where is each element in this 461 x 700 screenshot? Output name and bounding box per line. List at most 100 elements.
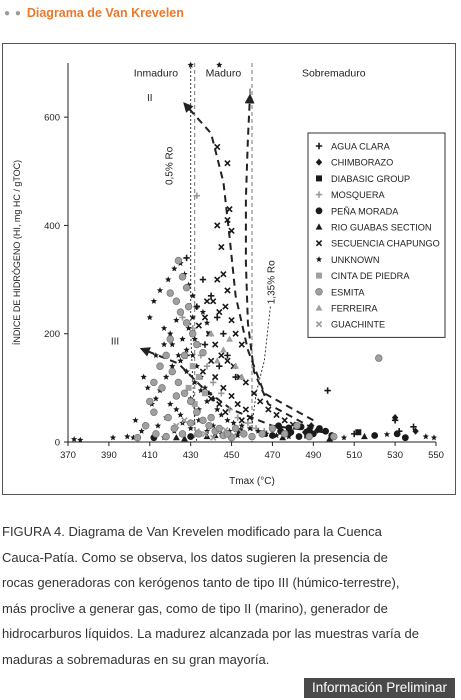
data-point xyxy=(167,400,174,407)
series-esmita xyxy=(133,256,383,442)
data-point xyxy=(174,256,183,265)
legend-box xyxy=(307,132,446,338)
legend-label: DIABASIC GROUP xyxy=(331,174,410,184)
maturity-zone-label: Inmaduro xyxy=(134,68,179,80)
data-point xyxy=(175,352,182,358)
data-point xyxy=(285,433,292,440)
data-point xyxy=(195,322,203,329)
data-point xyxy=(184,302,193,311)
data-point xyxy=(316,425,323,432)
data-point xyxy=(189,314,196,321)
data-point xyxy=(214,143,221,151)
caption-line: Cauca-Patía. Como se observa, los datos … xyxy=(2,549,388,565)
data-point xyxy=(224,287,231,294)
data-point xyxy=(216,308,223,316)
data-point xyxy=(228,227,235,235)
x-tick-label: 510 xyxy=(346,450,362,461)
data-point xyxy=(174,378,183,387)
data-point xyxy=(203,298,211,305)
data-point xyxy=(214,406,221,413)
data-point xyxy=(210,395,217,402)
data-point xyxy=(234,432,241,439)
y-tick-label: 200 xyxy=(44,329,60,340)
data-point xyxy=(238,422,245,429)
data-point xyxy=(430,434,438,441)
data-point xyxy=(248,432,256,441)
data-point xyxy=(173,316,180,323)
data-point xyxy=(199,368,207,375)
data-point xyxy=(226,335,233,342)
data-point xyxy=(162,351,170,360)
data-point xyxy=(231,424,240,433)
data-point xyxy=(242,406,250,413)
data-point xyxy=(189,292,196,299)
data-point xyxy=(161,325,168,331)
data-point xyxy=(193,303,200,310)
data-point xyxy=(258,430,266,438)
data-point xyxy=(183,346,190,353)
data-point xyxy=(218,243,225,251)
data-point xyxy=(279,434,287,441)
data-point xyxy=(191,335,198,342)
data-point xyxy=(207,292,215,300)
data-point xyxy=(216,61,223,68)
x-tick-label: 470 xyxy=(265,450,281,461)
data-point xyxy=(167,330,174,337)
legend-label: RIO GUABAS SECTION xyxy=(331,223,432,233)
y-tick-label: 600 xyxy=(44,113,60,124)
legend-label: MOSQUERA xyxy=(331,190,385,200)
data-point xyxy=(177,411,184,418)
data-point xyxy=(224,352,231,359)
data-point xyxy=(168,367,176,376)
data-point xyxy=(166,335,174,343)
data-point xyxy=(109,434,117,441)
data-point xyxy=(156,362,164,370)
legend-label: PEÑA MORADA xyxy=(331,206,399,216)
data-point xyxy=(150,408,158,416)
data-point xyxy=(124,433,131,440)
data-point xyxy=(238,341,245,348)
maturity-zone-label: Sobremaduro xyxy=(302,68,366,80)
data-point xyxy=(268,424,277,433)
x-tick-label: 390 xyxy=(101,450,117,461)
legend-marker xyxy=(315,207,323,215)
data-point xyxy=(163,373,170,380)
x-tick-label: 430 xyxy=(183,450,199,461)
data-point xyxy=(375,354,383,362)
caption-line: hidrocarburos líquidos. La madurez alcan… xyxy=(2,626,419,642)
data-point xyxy=(293,422,301,430)
legend-marker xyxy=(316,175,322,182)
data-point xyxy=(191,401,198,408)
data-point xyxy=(179,314,186,321)
x-tick-label: 490 xyxy=(305,450,321,461)
data-point xyxy=(244,419,252,427)
legend-label: FERREIRA xyxy=(331,304,378,314)
data-point xyxy=(212,341,219,348)
data-point xyxy=(201,430,209,438)
series-ferreira xyxy=(207,330,246,380)
data-point xyxy=(195,374,202,381)
data-point xyxy=(164,413,172,422)
kerogen-type-iii-curve xyxy=(139,347,324,434)
y-axis-label: ÍNDICE DE HIDRÓGENO (HI, mg HC / gTOC) xyxy=(12,160,22,345)
data-point xyxy=(209,298,217,305)
data-point xyxy=(185,325,192,331)
data-point xyxy=(269,432,276,439)
data-point xyxy=(189,363,196,370)
data-point xyxy=(179,335,186,342)
data-point xyxy=(238,373,246,380)
data-point xyxy=(207,357,215,364)
caption-line: FIGURA 4. Diagrama de Van Krevelen modif… xyxy=(2,524,382,539)
data-point xyxy=(140,373,147,380)
data-point xyxy=(193,428,200,435)
data-point xyxy=(161,341,168,348)
data-point xyxy=(412,427,419,435)
curve-annotation: 0,5% Ro xyxy=(164,146,175,185)
data-point xyxy=(228,392,235,400)
data-point xyxy=(77,436,84,443)
data-point xyxy=(232,362,240,369)
van-krevelen-chart: 370 390 410 430 450 470 490 510 530 550 0 200 400 600… xyxy=(12,61,446,487)
data-point xyxy=(238,429,245,436)
data-point xyxy=(172,434,180,441)
data-point xyxy=(295,433,303,440)
